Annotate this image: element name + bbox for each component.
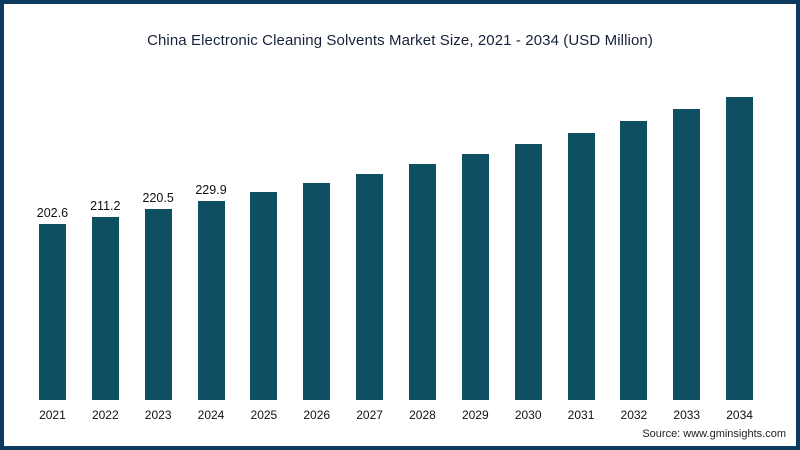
source-text: Source: www.gminsights.com (642, 428, 786, 440)
x-axis-label: 2033 (673, 408, 701, 422)
bar (197, 201, 225, 400)
bar (144, 209, 172, 400)
bar (250, 192, 278, 400)
bar-column: 220.5 2023 (132, 191, 185, 422)
bar (303, 183, 331, 400)
bar-column: 2027 (343, 174, 396, 422)
bar-column: 2029 (449, 154, 502, 422)
bar-value-label: 229.9 (195, 183, 227, 197)
bar (356, 174, 384, 400)
bar-column: 202.6 2021 (26, 206, 79, 422)
x-axis-label: 2028 (409, 408, 436, 422)
bar (514, 144, 542, 400)
x-axis-label: 2030 (514, 408, 542, 422)
x-axis-label: 2021 (39, 408, 66, 422)
plot-area: 202.6 2021 211.2 2022 220.5 2023 229.9 2024 2025… (26, 84, 766, 422)
bars-row: 202.6 2021 211.2 2022 220.5 2023 229.9 2024 2025… (26, 84, 766, 422)
bar (461, 154, 489, 400)
x-axis-label: 2023 (144, 408, 172, 422)
bar-value-label: 220.5 (142, 191, 174, 205)
bar (726, 97, 754, 400)
x-axis-label: 2026 (303, 408, 331, 422)
x-axis-label: 2025 (250, 408, 278, 422)
bar-column: 2034 (713, 97, 766, 422)
bar-column: 2032 (607, 121, 660, 422)
bar (673, 109, 701, 400)
x-axis-label: 2031 (567, 408, 595, 422)
bar-column: 2030 (502, 144, 555, 422)
bar (91, 217, 119, 400)
bar (408, 164, 436, 400)
x-axis-label: 2022 (91, 408, 119, 422)
bar-column: 2028 (396, 164, 449, 422)
bar-value-label: 211.2 (90, 199, 121, 213)
x-axis-label: 2024 (197, 408, 225, 422)
bar-column: 2025 (237, 192, 290, 422)
bar-column: 229.9 2024 (185, 183, 238, 422)
bar-column: 211.2 2022 (79, 199, 132, 422)
bar-column: 2031 (555, 133, 608, 422)
bar (567, 133, 595, 400)
bar (38, 224, 66, 400)
bar-column: 2026 (290, 183, 343, 422)
x-axis-label: 2034 (726, 408, 753, 422)
chart-title: China Electronic Cleaning Solvents Marke… (147, 32, 653, 49)
x-axis-label: 2027 (356, 408, 383, 422)
bar-column: 2033 (660, 109, 713, 422)
bar (620, 121, 648, 400)
x-axis-label: 2032 (620, 408, 648, 422)
bar-value-label: 202.6 (36, 206, 69, 220)
x-axis-label: 2029 (461, 408, 489, 422)
